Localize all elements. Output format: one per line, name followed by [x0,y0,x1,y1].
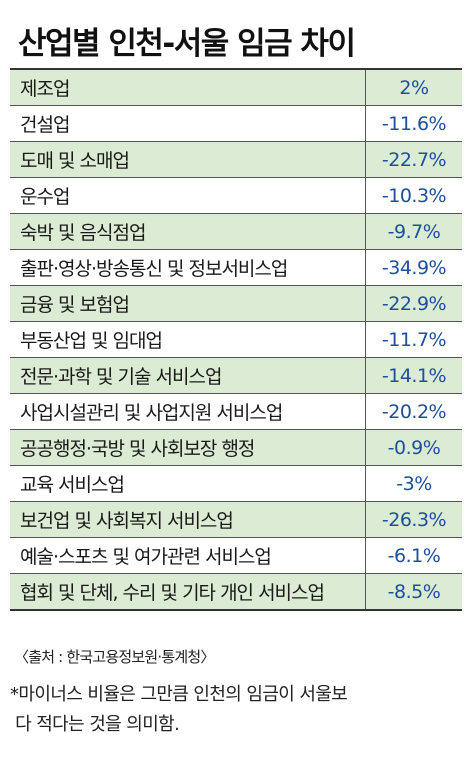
industry-name: 협회 및 단체, 수리 및 기타 개인 서비스업 [10,574,366,609]
wage-difference: -34.9% [381,256,447,279]
industry-name: 부동산업 및 임대업 [10,322,366,357]
table-row: 건설업 -11.6% [10,106,462,142]
table-row: 부동산업 및 임대업 -11.7% [10,322,462,358]
industry-name: 보건업 및 사회복지 서비스업 [10,502,366,537]
table-row: 교육 서비스업 -3% [10,466,462,502]
wage-difference: -6.1% [387,544,441,567]
table-row: 제조업 2% [10,70,462,106]
industry-name: 전문·과학 및 기술 서비스업 [10,358,366,393]
industry-name: 건설업 [10,106,366,141]
wage-difference: -3% [396,472,432,495]
footnote-line: 다 적다는 것을 의미함. [10,714,180,735]
table-row: 협회 및 단체, 수리 및 기타 개인 서비스업 -8.5% [10,574,462,609]
table-row: 전문·과학 및 기술 서비스업 -14.1% [10,358,462,394]
wage-difference: -11.6% [381,112,447,135]
wage-difference: -11.7% [381,328,447,351]
wage-difference: -10.3% [381,184,447,207]
industry-name: 숙박 및 음식점업 [10,214,366,249]
wage-difference: -0.9% [387,436,441,459]
table-row: 예술·스포츠 및 여가관련 서비스업 -6.1% [10,538,462,574]
wage-difference: -22.7% [381,148,447,171]
industry-name: 금융 및 보험업 [10,286,366,321]
wage-difference: -20.2% [381,400,447,423]
source-caption: 〈출처 : 한국고용정보원·통계청〉 [14,648,215,666]
industry-name: 운수업 [10,178,366,213]
footnote: *마이너스 비율은 그만큼 인천의 임금이 서울보 다 적다는 것을 의미함. [10,680,465,740]
wage-difference: -8.5% [387,580,441,603]
wage-difference: -22.9% [381,292,447,315]
industry-name: 도매 및 소매업 [10,142,366,177]
industry-name: 교육 서비스업 [10,466,366,501]
wage-difference: -9.7% [387,220,441,243]
table-row: 금융 및 보험업 -22.9% [10,286,462,322]
page-title: 산업별 인천-서울 임금 차이 [18,26,356,62]
table-row: 숙박 및 음식점업 -9.7% [10,214,462,250]
table-row: 공공행정·국방 및 사회보장 행정 -0.9% [10,430,462,466]
table-row: 출판·영상·방송통신 및 정보서비스업 -34.9% [10,250,462,286]
table-row: 도매 및 소매업 -22.7% [10,142,462,178]
table-row: 보건업 및 사회복지 서비스업 -26.3% [10,502,462,538]
table-row: 사업시설관리 및 사업지원 서비스업 -20.2% [10,394,462,430]
wage-difference: -14.1% [381,364,447,387]
industry-name: 제조업 [10,70,366,105]
footnote-line: *마이너스 비율은 그만큼 인천의 임금이 서울보 [10,684,348,705]
wage-difference: -26.3% [381,508,447,531]
wage-table: 제조업 2% 건설업 -11.6% 도매 및 소매업 -22.7% 운수업 -1… [10,68,462,611]
industry-name: 사업시설관리 및 사업지원 서비스업 [10,394,366,429]
industry-name: 예술·스포츠 및 여가관련 서비스업 [10,538,366,573]
industry-name: 공공행정·국방 및 사회보장 행정 [10,430,366,465]
industry-name: 출판·영상·방송통신 및 정보서비스업 [10,250,366,285]
table-row: 운수업 -10.3% [10,178,462,214]
wage-difference: 2% [399,76,429,99]
